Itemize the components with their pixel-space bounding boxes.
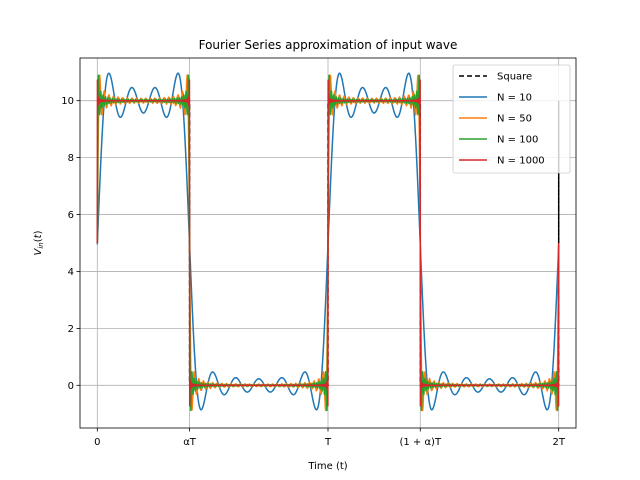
series-line (96, 79, 560, 407)
y-tick-label: 10 (61, 96, 74, 107)
x-axis-ticks: 0 αT T (1 + α)T 2T (94, 428, 566, 448)
legend-label: Square (497, 72, 532, 83)
legend-box (452, 64, 571, 174)
y-axis-label: Vin(t) (33, 230, 45, 255)
legend-label: N = 1000 (497, 156, 545, 167)
x-tick-label: T (324, 437, 332, 448)
y-axis-ticks: 0 2 4 6 8 10 (61, 96, 80, 392)
series-lines (96, 72, 560, 412)
y-tick-label: 4 (68, 267, 74, 278)
chart-title: Fourier Series approximation of input wa… (199, 38, 458, 52)
y-tick-label: 6 (68, 210, 74, 221)
legend: Square N = 10 N = 50 N = 100 N = 1000 (452, 64, 571, 174)
x-tick-label: (1 + α)T (399, 437, 441, 448)
y-tick-label: 8 (68, 153, 74, 164)
x-tick-label: 0 (94, 437, 100, 448)
x-tick-label: 2T (552, 437, 565, 448)
y-tick-label: 0 (68, 381, 74, 392)
legend-label: N = 50 (497, 114, 532, 125)
x-axis-label: Time (t) (307, 461, 347, 472)
legend-label: N = 100 (497, 135, 538, 146)
legend-label: N = 10 (497, 93, 532, 104)
x-tick-label: αT (183, 437, 197, 448)
y-tick-label: 2 (68, 324, 74, 335)
